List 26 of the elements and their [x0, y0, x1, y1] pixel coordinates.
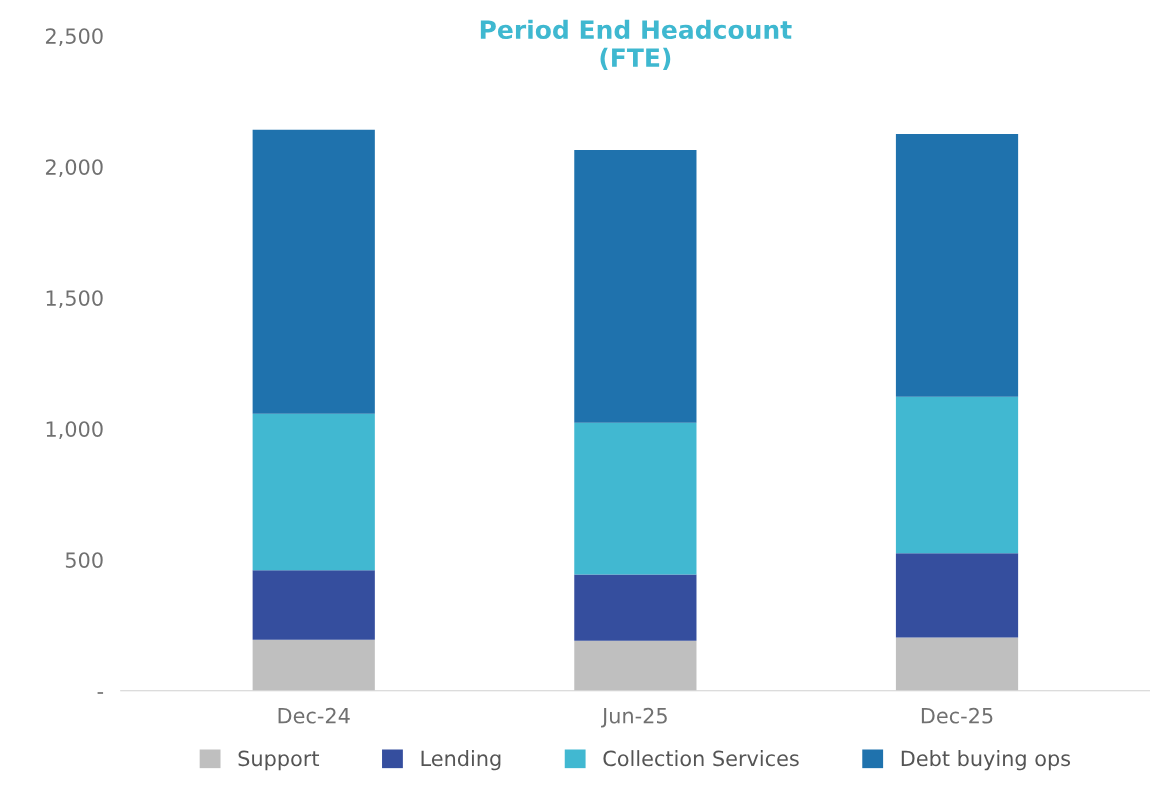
- bar: [574, 422, 697, 575]
- bar: [252, 570, 375, 640]
- legend-label: Collection Services: [603, 750, 799, 767]
- bar: [574, 640, 697, 691]
- bar: [252, 129, 375, 414]
- bar: [895, 553, 1019, 638]
- y-tick-label: 1,500: [46, 290, 103, 309]
- chart-title: Period End Headcount (FTE): [480, 19, 792, 70]
- x-tick-label: Dec-25: [921, 707, 993, 724]
- x-tick-label: Dec-24: [278, 707, 350, 724]
- y-tick-label: -: [97, 692, 104, 694]
- bar: [252, 413, 375, 571]
- legend-label: Debt buying ops: [901, 750, 1071, 771]
- y-tick-label: 1,000: [46, 421, 103, 440]
- bar: [574, 149, 697, 423]
- bar: [574, 574, 697, 641]
- bar: [895, 637, 1019, 691]
- x-tick-label: Jun-25: [601, 707, 667, 728]
- y-tick-label: 2,000: [45, 159, 103, 178]
- legend-label: Lending: [421, 750, 501, 771]
- bar: [252, 639, 375, 691]
- y-tick-label: 500: [65, 552, 103, 568]
- bar: [895, 133, 1019, 397]
- legend-label: Support: [238, 750, 320, 771]
- bar: [895, 396, 1019, 554]
- y-tick-label: 2,500: [45, 28, 103, 47]
